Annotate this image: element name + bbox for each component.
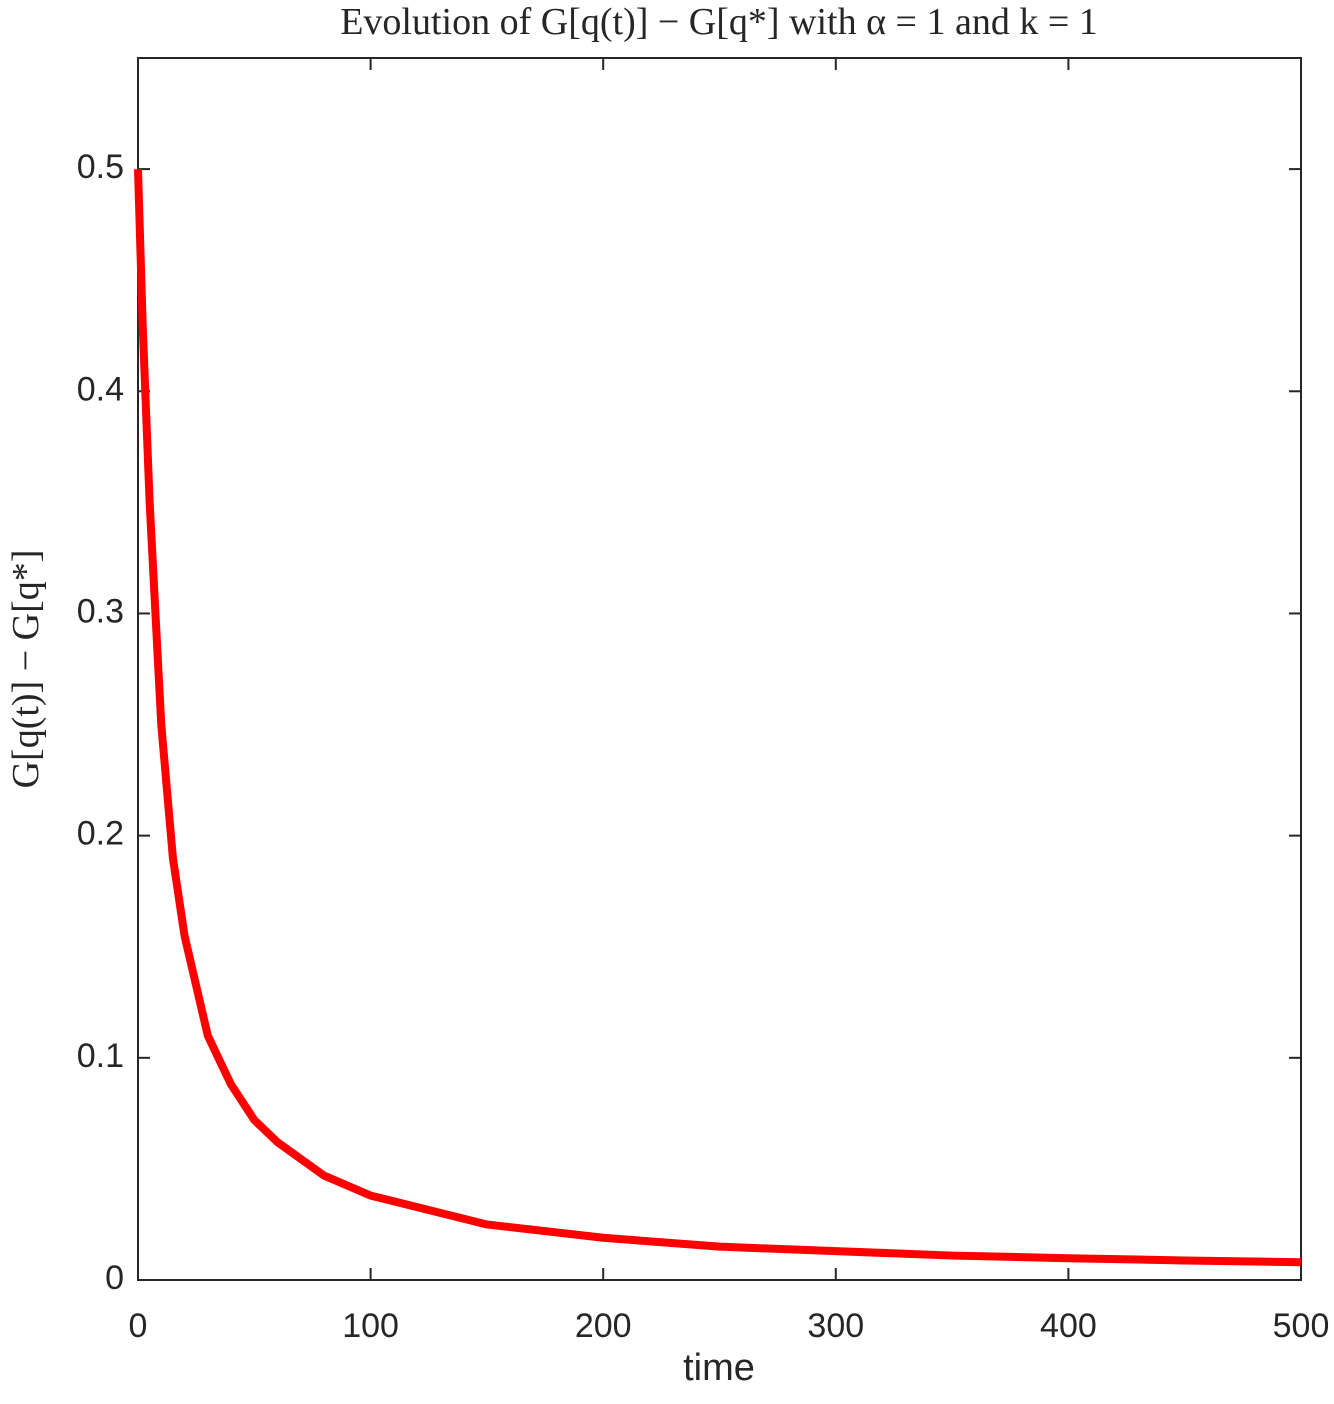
y-tick-label: 0.2 bbox=[77, 815, 124, 853]
x-tick-label: 0 bbox=[129, 1307, 148, 1345]
y-tick-label: 0.5 bbox=[77, 148, 124, 186]
y-tick-label: 0.4 bbox=[77, 370, 124, 408]
y-tick-label: 0 bbox=[105, 1259, 124, 1297]
x-tick-label: 500 bbox=[1273, 1307, 1330, 1345]
x-tick-label: 200 bbox=[575, 1307, 632, 1345]
x-tick-label: 100 bbox=[342, 1307, 399, 1345]
x-tick-label: 400 bbox=[1040, 1307, 1097, 1345]
y-axis-label: G[q(t)] − G[q*] bbox=[5, 550, 47, 789]
x-axis-label: time bbox=[683, 1347, 755, 1389]
x-tick-label: 300 bbox=[807, 1307, 864, 1345]
y-tick-label: 0.1 bbox=[77, 1037, 124, 1075]
y-tick-label: 0.3 bbox=[77, 592, 124, 630]
plot-frame bbox=[137, 57, 1302, 1281]
chart-title: Evolution of G[q(t)] − G[q*] with α = 1 … bbox=[340, 1, 1098, 43]
line bbox=[134, 168, 1302, 1267]
